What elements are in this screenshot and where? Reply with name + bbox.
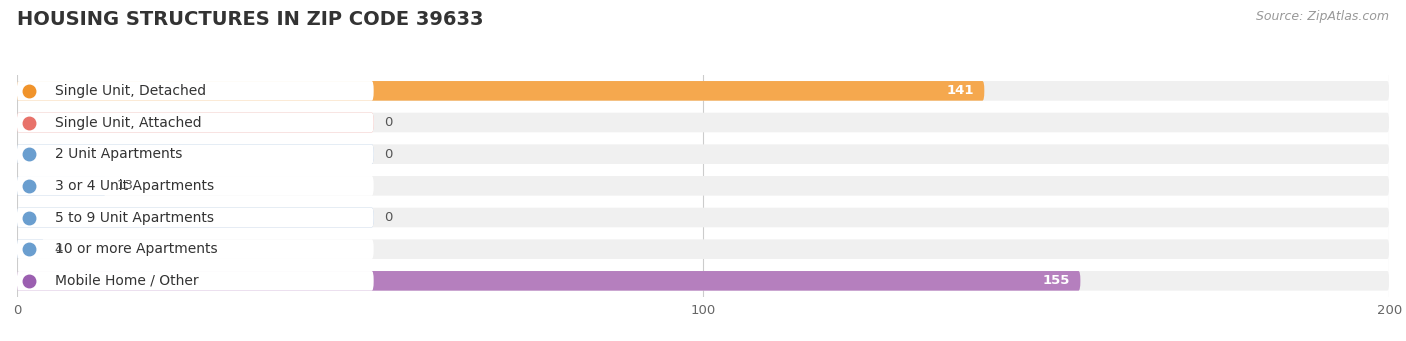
Text: 0: 0 xyxy=(384,148,392,161)
FancyBboxPatch shape xyxy=(17,113,374,132)
FancyBboxPatch shape xyxy=(17,113,1389,132)
FancyBboxPatch shape xyxy=(17,239,374,259)
FancyBboxPatch shape xyxy=(17,81,1389,101)
Text: 141: 141 xyxy=(946,84,974,97)
FancyBboxPatch shape xyxy=(17,239,45,259)
FancyBboxPatch shape xyxy=(17,176,105,196)
Text: 2 Unit Apartments: 2 Unit Apartments xyxy=(55,147,181,161)
FancyBboxPatch shape xyxy=(17,239,1389,259)
Text: Single Unit, Attached: Single Unit, Attached xyxy=(55,116,201,130)
Text: 155: 155 xyxy=(1043,275,1070,287)
FancyBboxPatch shape xyxy=(17,144,1389,164)
Text: 0: 0 xyxy=(384,211,392,224)
FancyBboxPatch shape xyxy=(17,208,374,227)
Text: Single Unit, Detached: Single Unit, Detached xyxy=(55,84,205,98)
FancyBboxPatch shape xyxy=(17,144,374,164)
FancyBboxPatch shape xyxy=(17,271,1389,291)
Text: HOUSING STRUCTURES IN ZIP CODE 39633: HOUSING STRUCTURES IN ZIP CODE 39633 xyxy=(17,10,484,29)
Text: Source: ZipAtlas.com: Source: ZipAtlas.com xyxy=(1256,10,1389,23)
Text: 4: 4 xyxy=(55,243,63,256)
FancyBboxPatch shape xyxy=(17,113,374,132)
FancyBboxPatch shape xyxy=(17,81,984,101)
Text: 10 or more Apartments: 10 or more Apartments xyxy=(55,242,218,256)
Text: 13: 13 xyxy=(117,179,134,192)
FancyBboxPatch shape xyxy=(17,176,1389,196)
FancyBboxPatch shape xyxy=(17,208,374,227)
Text: 5 to 9 Unit Apartments: 5 to 9 Unit Apartments xyxy=(55,210,214,224)
FancyBboxPatch shape xyxy=(17,176,374,196)
Text: 3 or 4 Unit Apartments: 3 or 4 Unit Apartments xyxy=(55,179,214,193)
Text: Mobile Home / Other: Mobile Home / Other xyxy=(55,274,198,288)
FancyBboxPatch shape xyxy=(17,271,1080,291)
FancyBboxPatch shape xyxy=(17,81,374,101)
FancyBboxPatch shape xyxy=(17,208,1389,227)
FancyBboxPatch shape xyxy=(17,271,374,291)
Text: 0: 0 xyxy=(384,116,392,129)
FancyBboxPatch shape xyxy=(17,144,374,164)
